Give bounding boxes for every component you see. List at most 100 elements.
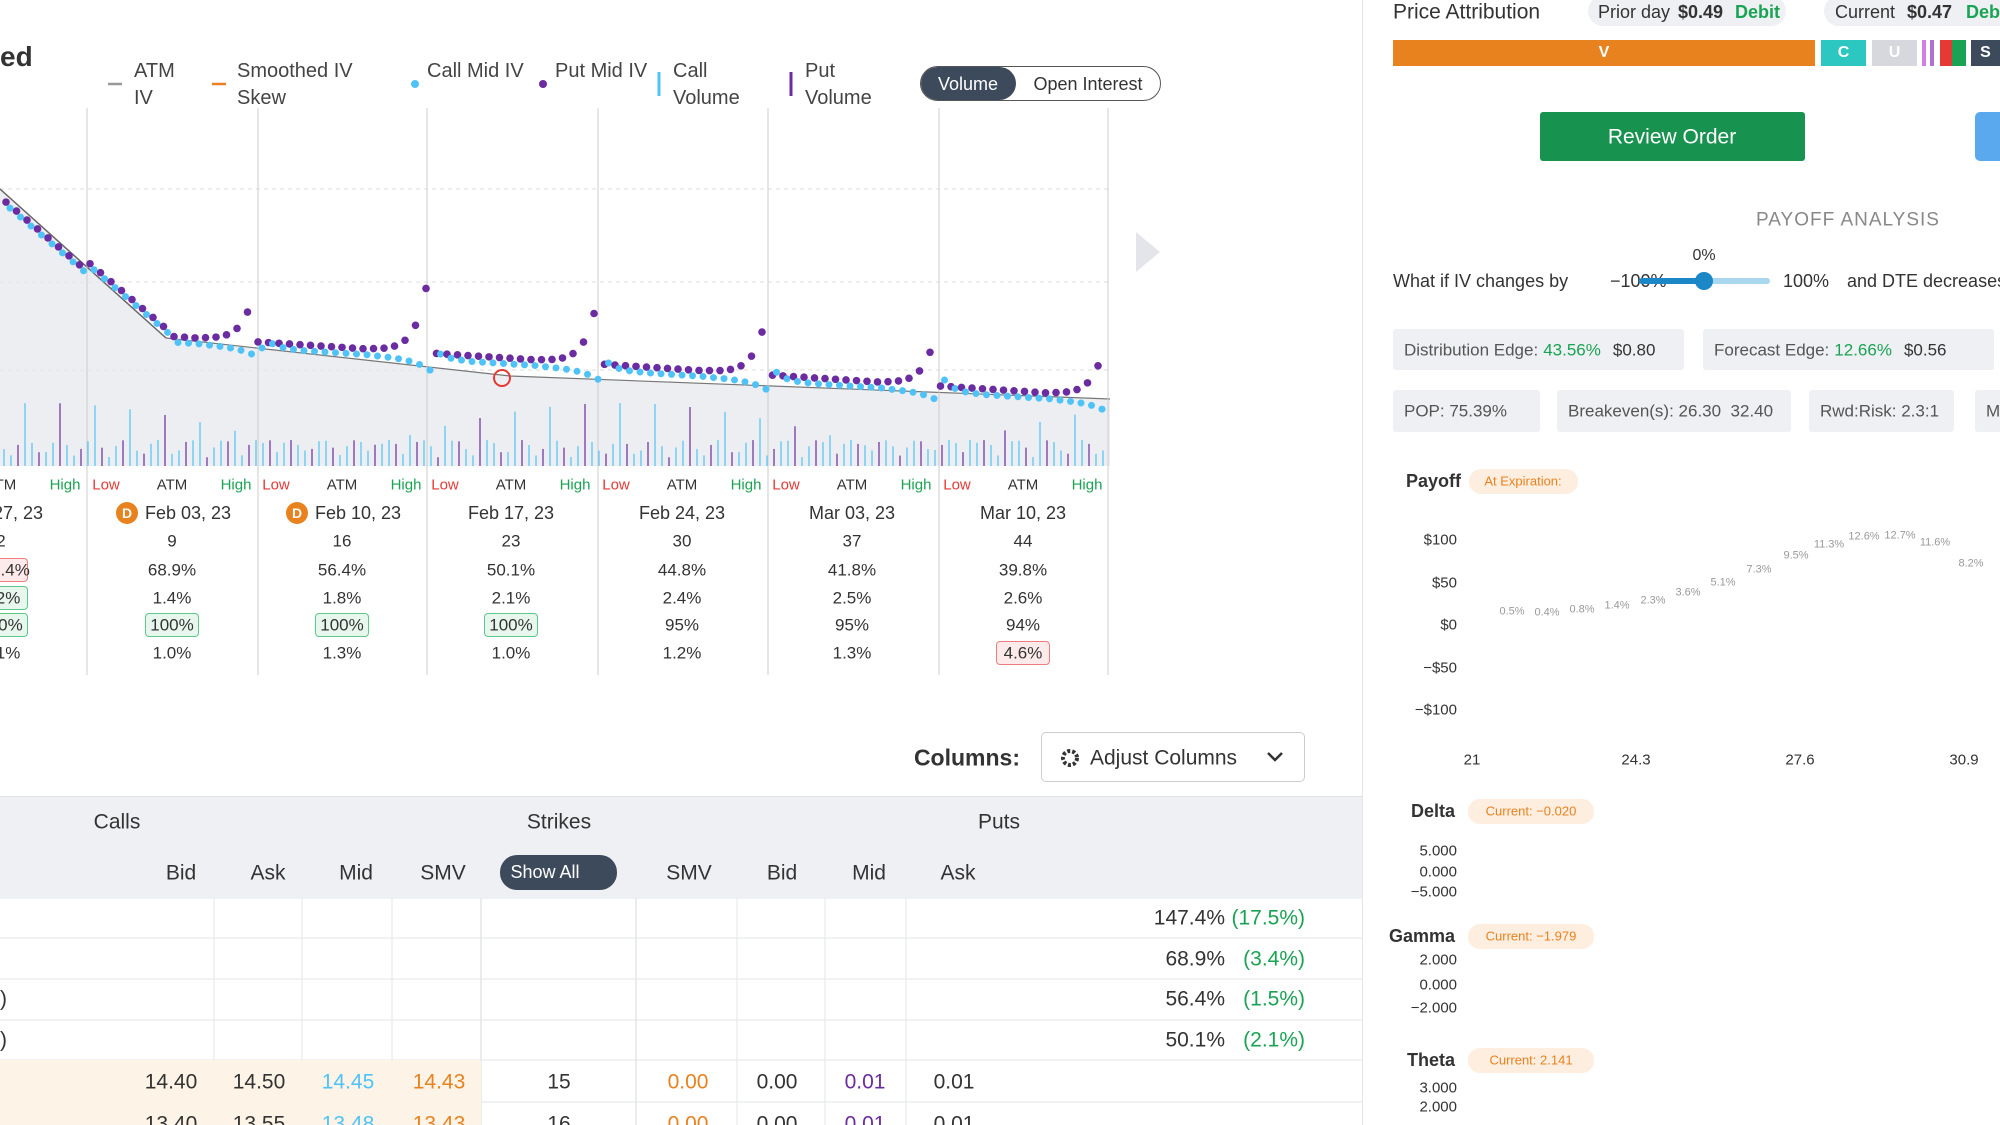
call-mid-dot xyxy=(878,384,885,392)
strike-level: High xyxy=(730,476,762,494)
call-mid-dot xyxy=(143,311,150,319)
strike-level: ATM xyxy=(1007,476,1039,494)
toggle-option[interactable]: Open Interest xyxy=(1033,74,1143,94)
call-mid-dot xyxy=(1046,395,1053,403)
expiry-cell: 95% xyxy=(664,615,700,635)
expiry-cell: 23 xyxy=(501,531,521,551)
call-mid-dot xyxy=(825,381,833,389)
put-mid-dot xyxy=(747,352,756,360)
put-mid-dot xyxy=(842,376,850,384)
current-label: Current xyxy=(1835,2,1896,22)
call-mid-dot xyxy=(216,342,224,350)
greek-label: Theta xyxy=(1406,1050,1455,1070)
expiry-cell: 100% xyxy=(0,615,23,635)
x-tick-label: 30.9 xyxy=(1949,751,1979,769)
expiry-cell: 1.4% xyxy=(152,588,192,608)
edge-amount: $0.56 xyxy=(1903,340,1947,360)
toggle-option[interactable]: Volume xyxy=(937,74,999,94)
expiry-date: Feb 17, 23 xyxy=(467,503,555,523)
expiry-date: Mar 10, 23 xyxy=(979,503,1067,523)
call-mid-dot xyxy=(941,376,948,384)
call-mid-dot xyxy=(951,385,959,393)
segment-label: V xyxy=(1598,44,1610,61)
side-button[interactable] xyxy=(1975,112,2000,161)
strike-level: Low xyxy=(602,476,630,494)
call-mid-dot xyxy=(773,368,780,376)
strike-cell: 0.01 xyxy=(844,1112,886,1125)
distribution-label: 7.3% xyxy=(1746,563,1772,576)
review-order[interactable] xyxy=(1540,112,1805,161)
y-tick-label: $100 xyxy=(1423,531,1457,549)
put-mid-dot xyxy=(317,342,325,350)
put-mid-dot xyxy=(1052,388,1060,397)
row-change: (1.5%) xyxy=(1243,987,1305,1011)
distribution-label: 9.5% xyxy=(1783,549,1809,562)
distribution-label: 8.2% xyxy=(1958,557,1984,570)
put-mid-dot xyxy=(453,351,462,359)
put-mid-dot xyxy=(65,252,73,260)
strike-level: High xyxy=(390,476,422,494)
greek-tick: −5.000 xyxy=(1410,883,1457,901)
call-mid-dot xyxy=(479,358,486,366)
strike-cell: 15 xyxy=(547,1070,571,1094)
expiry-cell: 39.8% xyxy=(998,560,1048,580)
col-header: Bid xyxy=(766,861,798,885)
call-mid-dot xyxy=(132,302,140,310)
put-mid-dot xyxy=(726,365,735,374)
call-mid-dot xyxy=(888,385,896,393)
put-mid-dot xyxy=(369,344,378,353)
cell-highlight xyxy=(996,641,1050,665)
put-mid-dot xyxy=(926,348,934,357)
stat-text: Ma xyxy=(1986,401,2000,421)
put-mid-dot xyxy=(1083,379,1092,387)
call-mid-dot xyxy=(269,340,276,348)
review-order-text[interactable]: Review Order xyxy=(1607,125,1737,149)
strike-cell: 0.00 xyxy=(667,1070,709,1094)
x-tick-label: 27.6 xyxy=(1785,751,1815,769)
put-mid-dot xyxy=(831,375,840,384)
put-mid-dot xyxy=(642,363,651,371)
edge-text: Distribution Edge: xyxy=(1404,340,1539,360)
call-mid-dot xyxy=(857,383,864,391)
distribution-label: 2.3% xyxy=(1640,594,1666,607)
call-mid-dot xyxy=(920,391,927,399)
stat-card xyxy=(1557,390,1791,432)
x-tick-label: 21 xyxy=(1463,751,1481,769)
call-mid-dot xyxy=(374,352,381,360)
call-mid-dot xyxy=(122,293,129,301)
call-mid-dot xyxy=(69,258,77,266)
call-mid-dot xyxy=(584,370,591,378)
table-header xyxy=(0,796,1362,898)
adjust-columns[interactable] xyxy=(1041,732,1305,782)
put-mid-dot xyxy=(380,344,388,352)
call-mid-dot xyxy=(59,249,66,257)
distribution-label: 12.7% xyxy=(1884,529,1916,542)
p-marker-text: P xyxy=(1862,509,1872,525)
call-mid-dot xyxy=(678,371,686,379)
edge-pct: 12.66% xyxy=(1834,340,1892,360)
expiry-cell: 2.5% xyxy=(832,588,872,608)
expiry-cell: 2 xyxy=(0,531,6,551)
expiry-cell: 100% xyxy=(489,615,533,635)
show-all-text[interactable]: Show All xyxy=(510,862,580,882)
adjust-columns-text[interactable]: Adjust Columns xyxy=(1090,746,1238,770)
call-mid-dot xyxy=(909,388,917,396)
toggle-selected[interactable] xyxy=(921,67,1016,100)
put-mid-dot xyxy=(569,349,577,358)
put-mid-dot xyxy=(590,309,598,318)
cell-highlight xyxy=(0,586,28,610)
legend-item: Smoothed IV Skew xyxy=(237,60,353,109)
badge-text: D xyxy=(121,505,133,521)
call-mid-dot xyxy=(846,382,854,390)
put-mid-dot xyxy=(1094,362,1102,370)
show-all[interactable] xyxy=(500,855,617,890)
greek-current-text: Current: −1.979 xyxy=(1485,928,1577,944)
strike-cell: 0.00 xyxy=(756,1070,798,1094)
slider-knob[interactable] xyxy=(1695,272,1713,290)
expiry-cell: 68.9% xyxy=(147,560,197,580)
call-mid-dot xyxy=(416,360,423,368)
legend-marker xyxy=(539,80,547,88)
greek-label: Delta xyxy=(1410,801,1455,821)
